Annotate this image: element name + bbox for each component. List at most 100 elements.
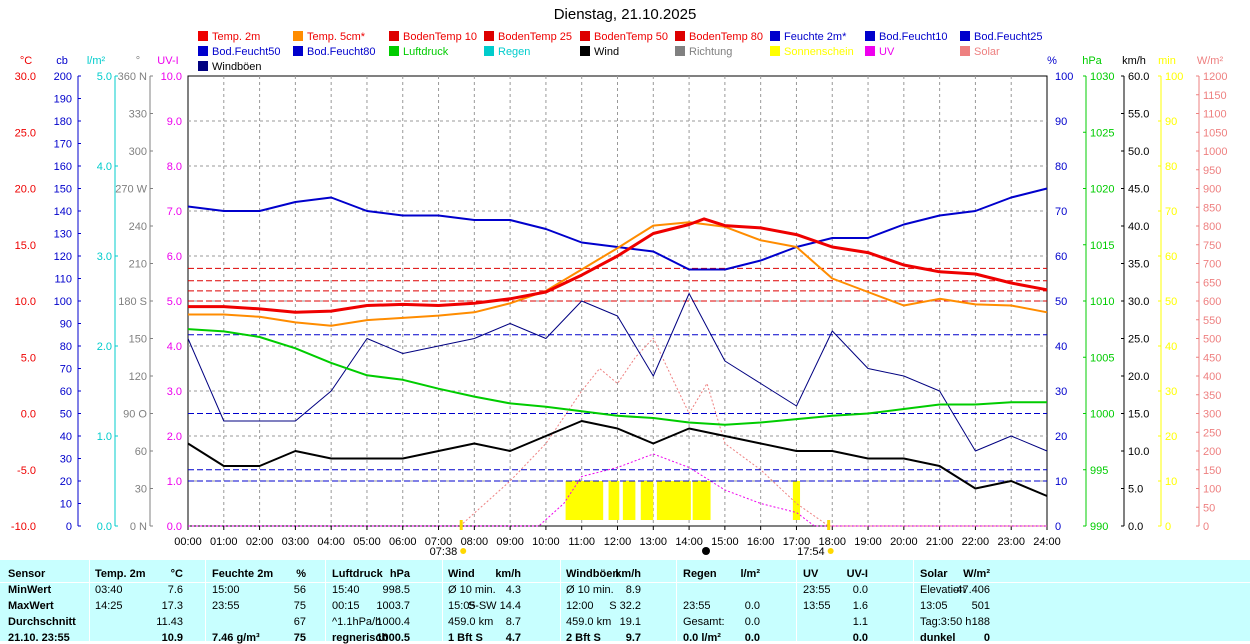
table-cell: 1.6 [852, 600, 868, 612]
table-header-cell: UV-I [846, 568, 868, 580]
table-header-cell: Windböen [566, 568, 620, 580]
x-tick-label: 20:00 [890, 536, 918, 548]
table-row-label: MaxWert [8, 600, 54, 612]
axis-tick-label: 0 [1055, 521, 1061, 533]
table-cell: Tag:3:50 h [920, 616, 972, 628]
axis-tick-label: 400 [1203, 371, 1221, 383]
table-header-cell: Temp. 2m [95, 568, 146, 580]
axis-tick-label: 1010 [1090, 296, 1114, 308]
axis-tick-label: 70 [1165, 206, 1177, 218]
axis-tick-label: 70 [60, 364, 72, 376]
legend-label: Bod.Feucht25 [974, 31, 1043, 43]
axis-tick-label: 800 [1203, 221, 1221, 233]
legend-item: Feuchte 2m* [770, 30, 846, 44]
table-cell: -47.406 [952, 584, 990, 596]
legend-item: BodenTemp 50 [580, 30, 668, 44]
axis-tick-label: 25.0 [15, 127, 36, 139]
axis-tick-label: 100 [1055, 71, 1073, 83]
weather-chart: °C 30.0 25.0 20.0 15.0 10.0 5.0 0.0 -5.0 -10.0 cb 2… [11, 55, 1228, 558]
axis-tick-label: 60 [135, 446, 147, 458]
axis-tick-label: 10 [1055, 476, 1067, 488]
axis-tick-label: 30 [135, 484, 147, 496]
axis-tick-label: 70 [1055, 206, 1067, 218]
axis-tick-label: 10.0 [161, 71, 182, 83]
legend-swatch [960, 31, 970, 41]
axis-tick-label: 0 N [130, 521, 147, 533]
legend-label: Temp. 2m [212, 31, 261, 43]
table-header-cell: Luftdruck [332, 568, 383, 580]
table-row-label: 21.10. 23:55 [8, 632, 70, 644]
axis-tick-label: 180 [54, 116, 72, 128]
axis-tick-label: 600 [1203, 296, 1221, 308]
axis-tick-label: 300 [129, 146, 147, 158]
table-cell: 19.1 [619, 616, 641, 628]
legend-swatch [865, 46, 875, 56]
axis-tick-label: 200 [54, 71, 72, 83]
table-cell: 15:40 [332, 584, 360, 596]
axis-tick-label: 2.0 [97, 341, 112, 353]
table-cell: 17.3 [161, 600, 183, 612]
axis-unit: hPa [1082, 55, 1102, 67]
axis-tick-label: 180 S [118, 296, 147, 308]
axis-tick-label: 100 [1203, 484, 1221, 496]
axis-tick-label: 0 [1203, 521, 1209, 533]
table-cell: 0.0 l/m² [683, 632, 721, 644]
legend-swatch [293, 31, 303, 41]
table-cell: 13:55 [803, 600, 831, 612]
table-header-cell: km/h [495, 568, 521, 580]
table-cell: 1003.7 [376, 600, 410, 612]
sunset-icon [827, 548, 834, 554]
legend-label: Bod.Feucht80 [307, 46, 376, 58]
x-tick-label: 10:00 [532, 536, 560, 548]
axis-unit: km/h [1122, 55, 1146, 67]
legend-label: Luftdruck [403, 46, 449, 58]
axis-tick-label: 1000 [1090, 409, 1114, 421]
axis-tick-label: 450 [1203, 352, 1221, 364]
axis-tick-label: 330 [129, 109, 147, 121]
axis-tick-label: 60 [1055, 251, 1067, 263]
table-cell: 8.9 [625, 584, 641, 596]
table-cell: 14:25 [95, 600, 123, 612]
axis-tick-label: 300 [1203, 409, 1221, 421]
axis-tick-label: 130 [54, 229, 72, 241]
x-tick-label: 15:00 [711, 536, 739, 548]
axis-tick-label: 0.0 [97, 521, 112, 533]
table-column-divider [796, 560, 797, 641]
legend-swatch [580, 46, 590, 56]
legend-label: BodenTemp 25 [498, 31, 572, 43]
axis-tick-label: 20 [1165, 431, 1177, 443]
axis-tick-label: 90 [1055, 116, 1067, 128]
legend-label: UV [879, 46, 895, 58]
legend-label: Wind [594, 46, 620, 58]
legend-swatch [198, 61, 208, 71]
table-cell: 0.0 [852, 632, 868, 644]
legend-swatch [484, 46, 494, 56]
x-tick-label: 04:00 [317, 536, 345, 548]
table-cell: 23:55 [212, 600, 240, 612]
x-tick-label: 23:00 [997, 536, 1025, 548]
axis-tick-label: 150 [54, 184, 72, 196]
legend-swatch [580, 31, 590, 41]
table-header-cell: Regen [683, 568, 717, 580]
legend-item: Windböen [198, 60, 262, 74]
legend-swatch [293, 46, 303, 56]
series-line-luftdruck [187, 328, 1047, 426]
table-cell: 1000.4 [376, 616, 410, 628]
axis-tick-label: 80 [60, 341, 72, 353]
x-tick-label: 18:00 [818, 536, 846, 548]
axis-tick-label: 5.0 [21, 352, 36, 364]
table-column-divider [676, 560, 677, 641]
axis-tick-label: 550 [1203, 315, 1221, 327]
table-cell: ^1.1hPa/h [332, 616, 382, 628]
table-header-cell: % [296, 568, 306, 580]
axis-tick-label: 100 [1165, 71, 1183, 83]
axis-unit: ° [136, 55, 140, 67]
table-cell: 15:00 [212, 584, 240, 596]
axis-tick-label: 0.0 [1128, 521, 1143, 533]
legend-label: Bod.Feucht10 [879, 31, 948, 43]
x-tick-label: 14:00 [675, 536, 703, 548]
legend-item: Regen [484, 45, 530, 59]
legend-item: Temp. 2m [198, 30, 260, 44]
legend-swatch [770, 31, 780, 41]
axis-tick-label: 100 [54, 296, 72, 308]
